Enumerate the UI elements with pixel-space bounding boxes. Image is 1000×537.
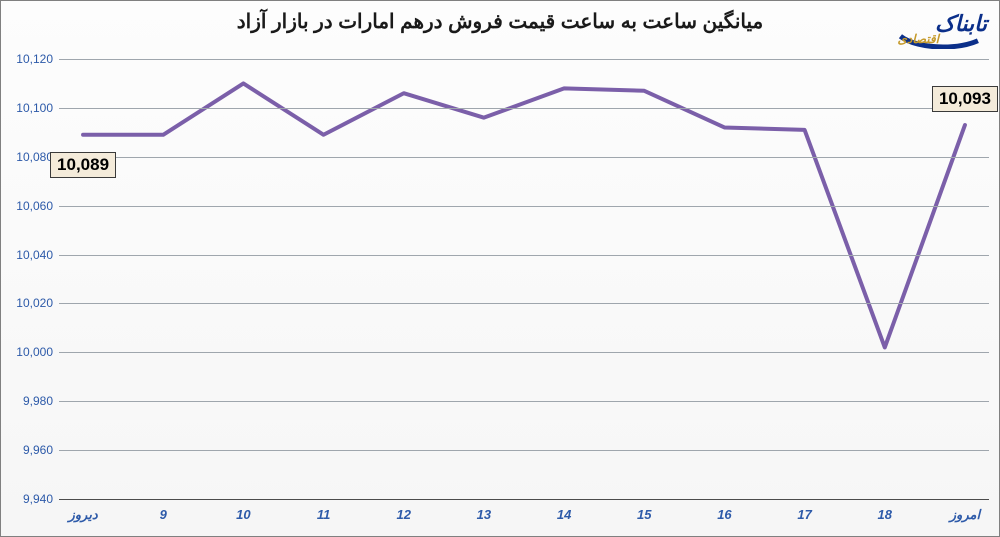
gridline [59,206,989,207]
y-tick-label: 10,000 [16,345,53,359]
data-label: 10,089 [50,152,116,178]
x-tick-label: 11 [317,507,331,522]
y-tick-label: 10,060 [16,199,53,213]
y-tick-label: 10,120 [16,52,53,66]
y-tick-label: 9,940 [23,492,53,506]
plot-area: 9,9409,9609,98010,00010,02010,04010,0601… [59,59,989,499]
gridline [59,401,989,402]
line-series [59,59,989,499]
x-tick-label: 9 [160,507,167,522]
y-tick-label: 10,080 [16,150,53,164]
gridline [59,450,989,451]
x-tick-label: 14 [557,507,571,522]
x-tick-label: 10 [236,507,250,522]
gridline [59,108,989,109]
series-line [83,83,965,347]
gridline [59,303,989,304]
x-tick-label: دیروز [68,507,97,523]
gridline [59,255,989,256]
y-tick-label: 9,980 [23,394,53,408]
y-tick-label: 9,960 [23,443,53,457]
y-tick-label: 10,100 [16,101,53,115]
x-tick-label: 18 [878,507,892,522]
x-tick-label: 13 [477,507,491,522]
x-tick-label: 17 [797,507,811,522]
chart-title: میانگین ساعت به ساعت قیمت فروش درهم امار… [1,9,999,34]
gridline [59,499,989,500]
gridline [59,352,989,353]
x-tick-label: امروز [950,507,980,523]
x-tick-label: 16 [717,507,731,522]
gridline [59,59,989,60]
y-tick-label: 10,040 [16,248,53,262]
x-tick-label: 15 [637,507,651,522]
chart-container: تابناک اقتصادی میانگین ساعت به ساعت قیمت… [0,0,1000,537]
logo-sub-text: اقتصادی [898,32,941,46]
gridline [59,157,989,158]
y-tick-label: 10,020 [16,296,53,310]
data-label: 10,093 [932,86,998,112]
x-tick-label: 12 [397,507,411,522]
